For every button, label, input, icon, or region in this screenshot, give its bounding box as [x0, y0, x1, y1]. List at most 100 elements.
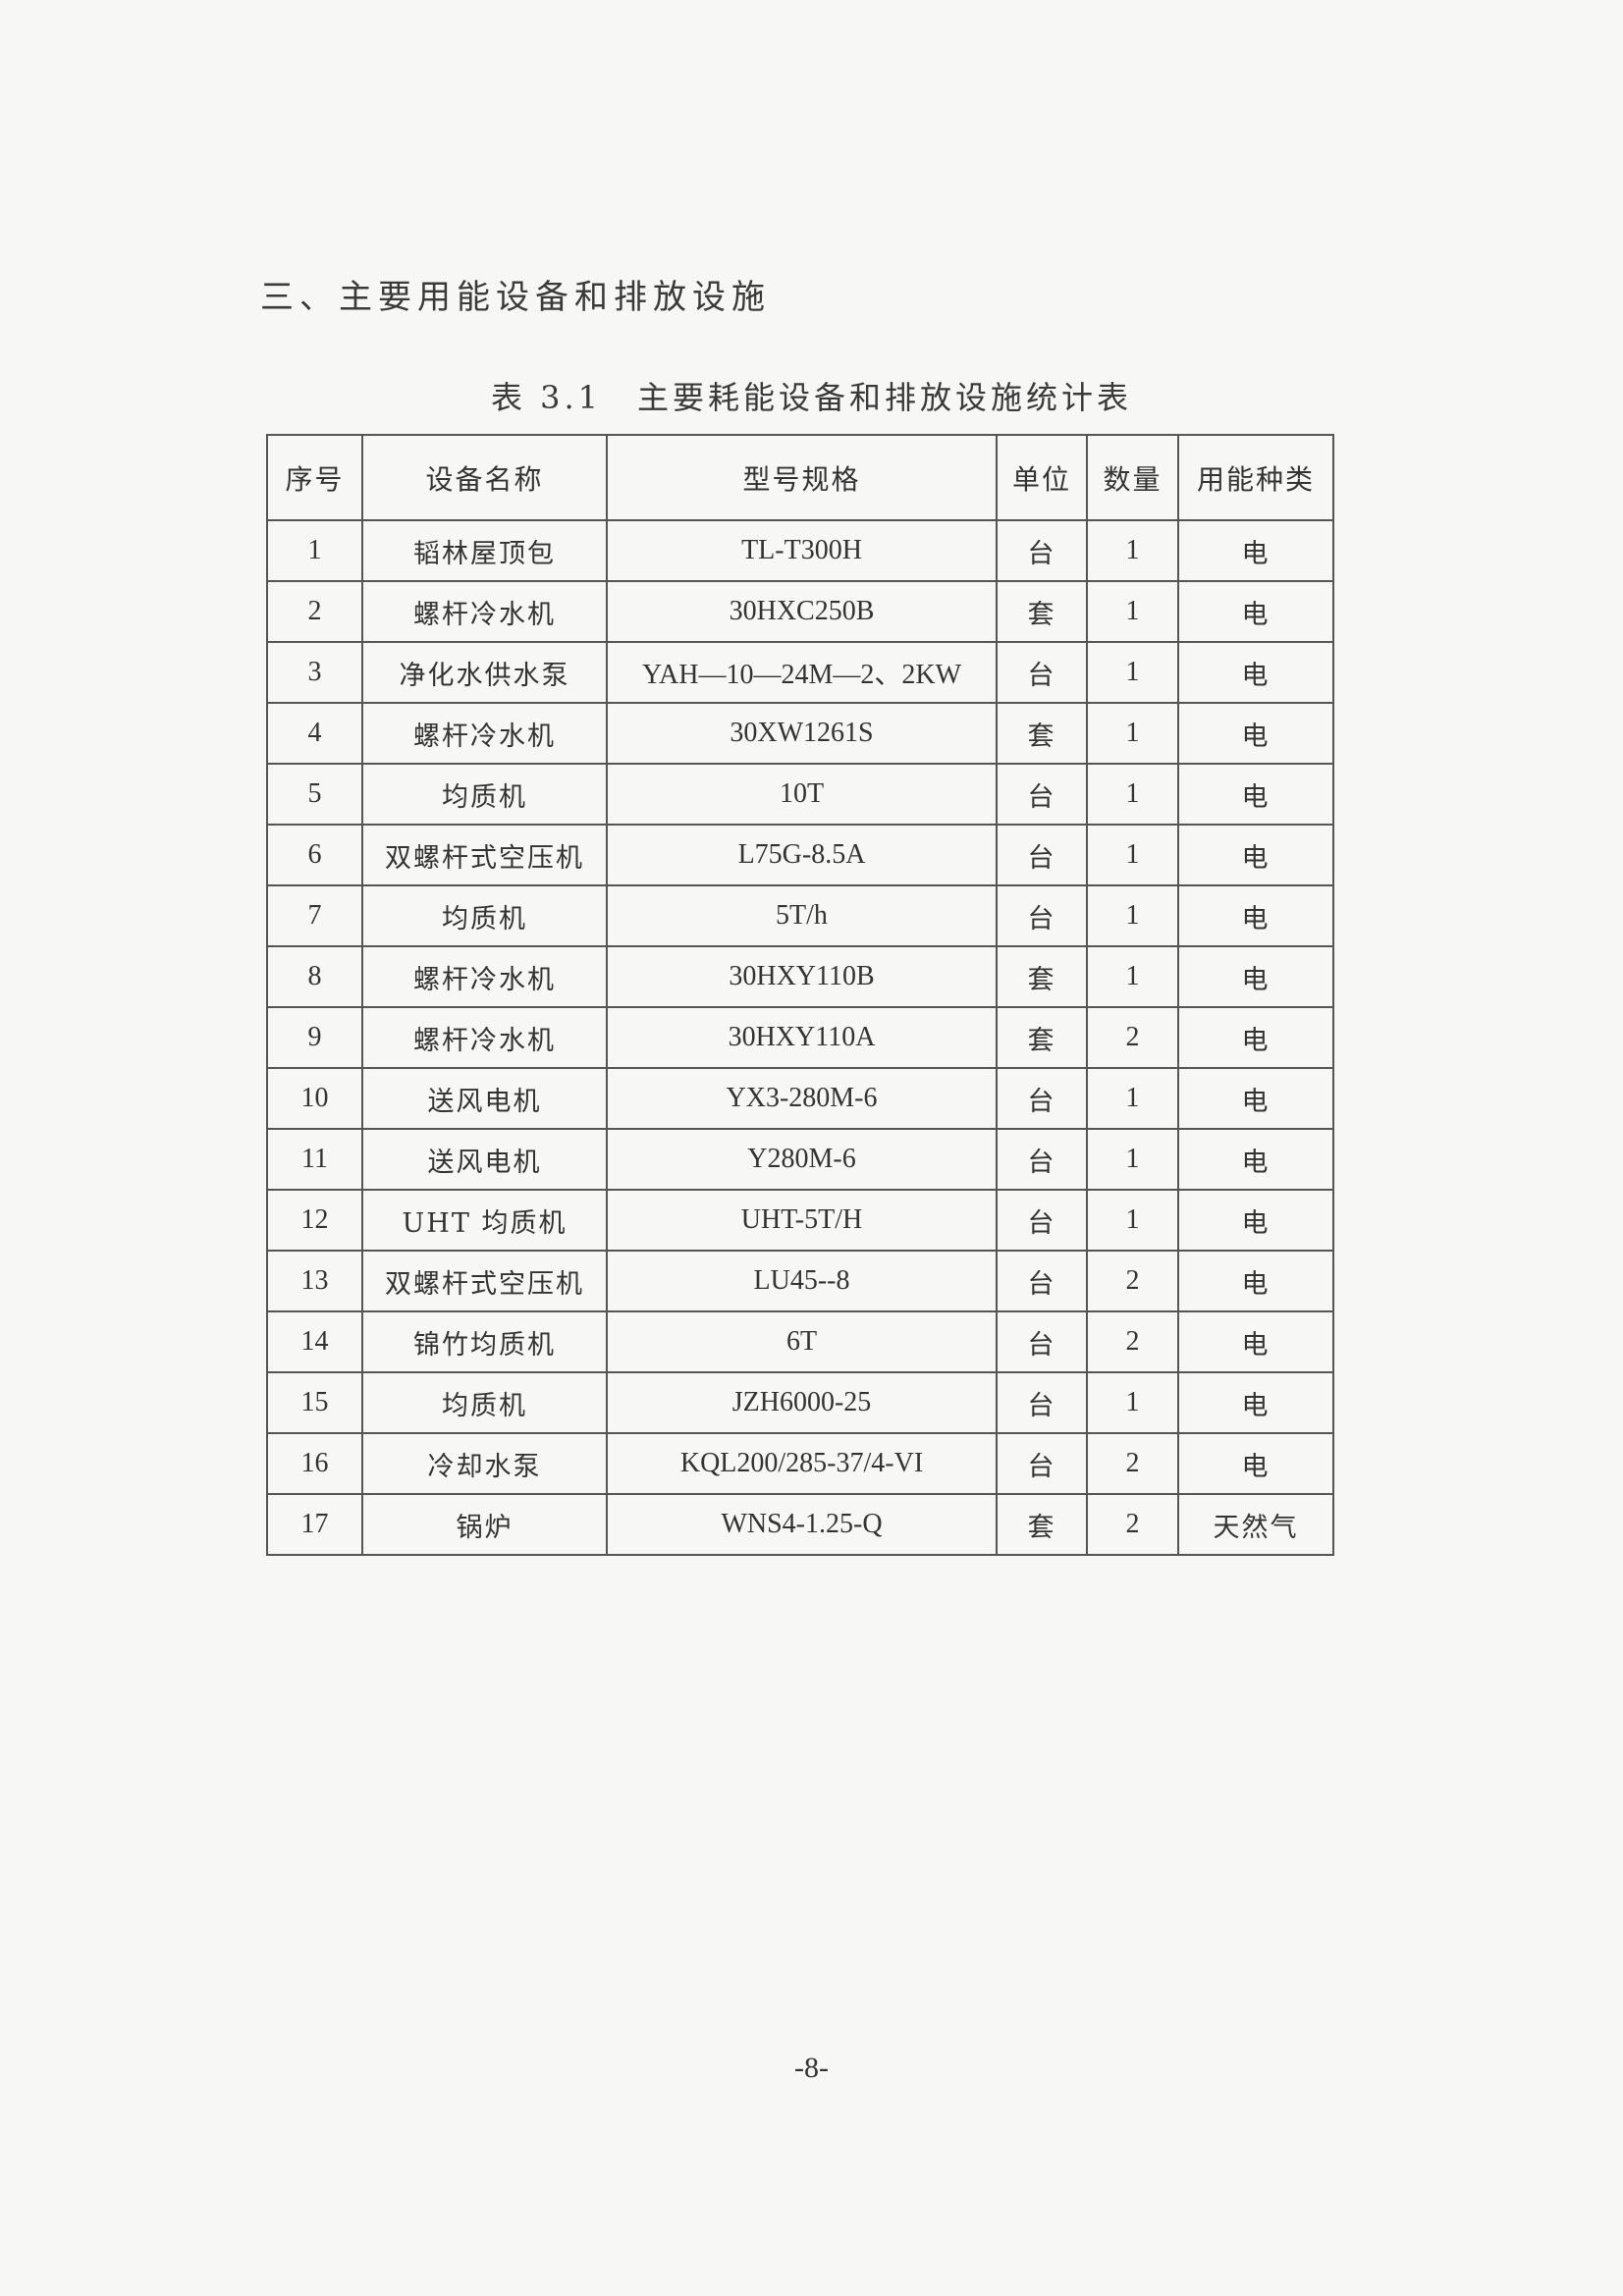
- header-unit: 单位: [996, 434, 1088, 521]
- cell-unit: 台: [996, 519, 1088, 582]
- cell-model: YX3-280M-6: [606, 1067, 998, 1130]
- cell-unit: 套: [996, 945, 1088, 1008]
- cell-name: 冷却水泵: [361, 1432, 608, 1495]
- cell-unit: 台: [996, 641, 1088, 704]
- cell-unit: 台: [996, 1128, 1088, 1191]
- cell-model: TL-T300H: [606, 519, 998, 582]
- cell-unit: 台: [996, 1067, 1088, 1130]
- cell-unit: 台: [996, 763, 1088, 826]
- cell-unit: 台: [996, 1371, 1088, 1434]
- cell-model: YAH—10—24M—2、2KW: [606, 641, 998, 704]
- cell-index: 16: [266, 1432, 363, 1495]
- cell-energy-type: 电: [1177, 1006, 1334, 1069]
- cell-index: 3: [266, 641, 363, 704]
- cell-quantity: 1: [1086, 763, 1179, 826]
- cell-name: 韬林屋顶包: [361, 519, 608, 582]
- cell-model: L75G-8.5A: [606, 824, 998, 886]
- cell-name: 送风电机: [361, 1128, 608, 1191]
- cell-name: 锦竹均质机: [361, 1310, 608, 1373]
- cell-model: 30XW1261S: [606, 702, 998, 765]
- cell-energy-type: 电: [1177, 1250, 1334, 1312]
- cell-index: 17: [266, 1493, 363, 1556]
- table-caption: 表 3.1 主要耗能设备和排放设施统计表: [490, 379, 1133, 416]
- table-row: 17 锅炉 WNS4-1.25-Q 套 2 天然气: [266, 1493, 1334, 1556]
- cell-unit: 台: [996, 1250, 1088, 1312]
- cell-quantity: 1: [1086, 824, 1179, 886]
- cell-name: 均质机: [361, 884, 608, 947]
- cell-model: LU45--8: [606, 1250, 998, 1312]
- cell-index: 2: [266, 580, 363, 643]
- cell-quantity: 1: [1086, 945, 1179, 1008]
- cell-index: 4: [266, 702, 363, 765]
- header-model: 型号规格: [606, 434, 998, 521]
- cell-model: JZH6000-25: [606, 1371, 998, 1434]
- cell-unit: 套: [996, 702, 1088, 765]
- header-quantity: 数量: [1086, 434, 1179, 521]
- cell-index: 14: [266, 1310, 363, 1373]
- cell-name: 净化水供水泵: [361, 641, 608, 704]
- cell-model: UHT-5T/H: [606, 1189, 998, 1252]
- cell-name: 锅炉: [361, 1493, 608, 1556]
- cell-unit: 台: [996, 1189, 1088, 1252]
- table-header-row: 序号 设备名称 型号规格 单位 数量 用能种类: [266, 434, 1334, 521]
- cell-energy-type: 电: [1177, 945, 1334, 1008]
- cell-model: 30HXY110B: [606, 945, 998, 1008]
- cell-quantity: 1: [1086, 1128, 1179, 1191]
- cell-index: 11: [266, 1128, 363, 1191]
- cell-index: 7: [266, 884, 363, 947]
- cell-model: 5T/h: [606, 884, 998, 947]
- cell-quantity: 2: [1086, 1006, 1179, 1069]
- cell-energy-type: 电: [1177, 1371, 1334, 1434]
- cell-quantity: 1: [1086, 519, 1179, 582]
- cell-name: 均质机: [361, 763, 608, 826]
- section-heading: 三、主要用能设备和排放设施: [260, 278, 771, 317]
- header-index: 序号: [266, 434, 363, 521]
- cell-model: Y280M-6: [606, 1128, 998, 1191]
- cell-energy-type: 电: [1177, 1067, 1334, 1130]
- cell-energy-type: 电: [1177, 1432, 1334, 1495]
- cell-index: 8: [266, 945, 363, 1008]
- equipment-table: 序号 设备名称 型号规格 单位 数量 用能种类 1 韬林屋顶包 TL-T300H 台 1…: [266, 434, 1334, 1556]
- cell-energy-type: 电: [1177, 1128, 1334, 1191]
- header-energy-type: 用能种类: [1177, 434, 1334, 521]
- cell-name: 螺杆冷水机: [361, 945, 608, 1008]
- cell-model: 10T: [606, 763, 998, 826]
- cell-energy-type: 电: [1177, 519, 1334, 582]
- cell-name: 双螺杆式空压机: [361, 1250, 608, 1312]
- table-row: 11 送风电机 Y280M-6 台 1 电: [266, 1128, 1334, 1191]
- cell-quantity: 1: [1086, 641, 1179, 704]
- cell-quantity: 1: [1086, 884, 1179, 947]
- table-row: 3 净化水供水泵 YAH—10—24M—2、2KW 台 1 电: [266, 641, 1334, 704]
- cell-unit: 套: [996, 580, 1088, 643]
- cell-energy-type: 电: [1177, 884, 1334, 947]
- cell-quantity: 1: [1086, 702, 1179, 765]
- cell-name: 送风电机: [361, 1067, 608, 1130]
- cell-index: 1: [266, 519, 363, 582]
- cell-model: 30HXC250B: [606, 580, 998, 643]
- cell-energy-type: 电: [1177, 1310, 1334, 1373]
- cell-unit: 套: [996, 1006, 1088, 1069]
- cell-energy-type: 电: [1177, 580, 1334, 643]
- cell-model: WNS4-1.25-Q: [606, 1493, 998, 1556]
- cell-index: 15: [266, 1371, 363, 1434]
- cell-unit: 台: [996, 824, 1088, 886]
- cell-model: 30HXY110A: [606, 1006, 998, 1069]
- cell-unit: 台: [996, 1432, 1088, 1495]
- cell-unit: 台: [996, 1310, 1088, 1373]
- cell-name: 螺杆冷水机: [361, 702, 608, 765]
- table-row: 1 韬林屋顶包 TL-T300H 台 1 电: [266, 519, 1334, 582]
- cell-energy-type: 电: [1177, 763, 1334, 826]
- cell-index: 12: [266, 1189, 363, 1252]
- cell-unit: 台: [996, 884, 1088, 947]
- cell-index: 13: [266, 1250, 363, 1312]
- table-row: 10 送风电机 YX3-280M-6 台 1 电: [266, 1067, 1334, 1130]
- cell-energy-type: 天然气: [1177, 1493, 1334, 1556]
- cell-name: 均质机: [361, 1371, 608, 1434]
- cell-quantity: 2: [1086, 1432, 1179, 1495]
- page-number: -8-: [794, 2052, 829, 2084]
- cell-quantity: 1: [1086, 1371, 1179, 1434]
- cell-name: 螺杆冷水机: [361, 580, 608, 643]
- header-name: 设备名称: [361, 434, 608, 521]
- cell-energy-type: 电: [1177, 702, 1334, 765]
- table-row: 2 螺杆冷水机 30HXC250B 套 1 电: [266, 580, 1334, 643]
